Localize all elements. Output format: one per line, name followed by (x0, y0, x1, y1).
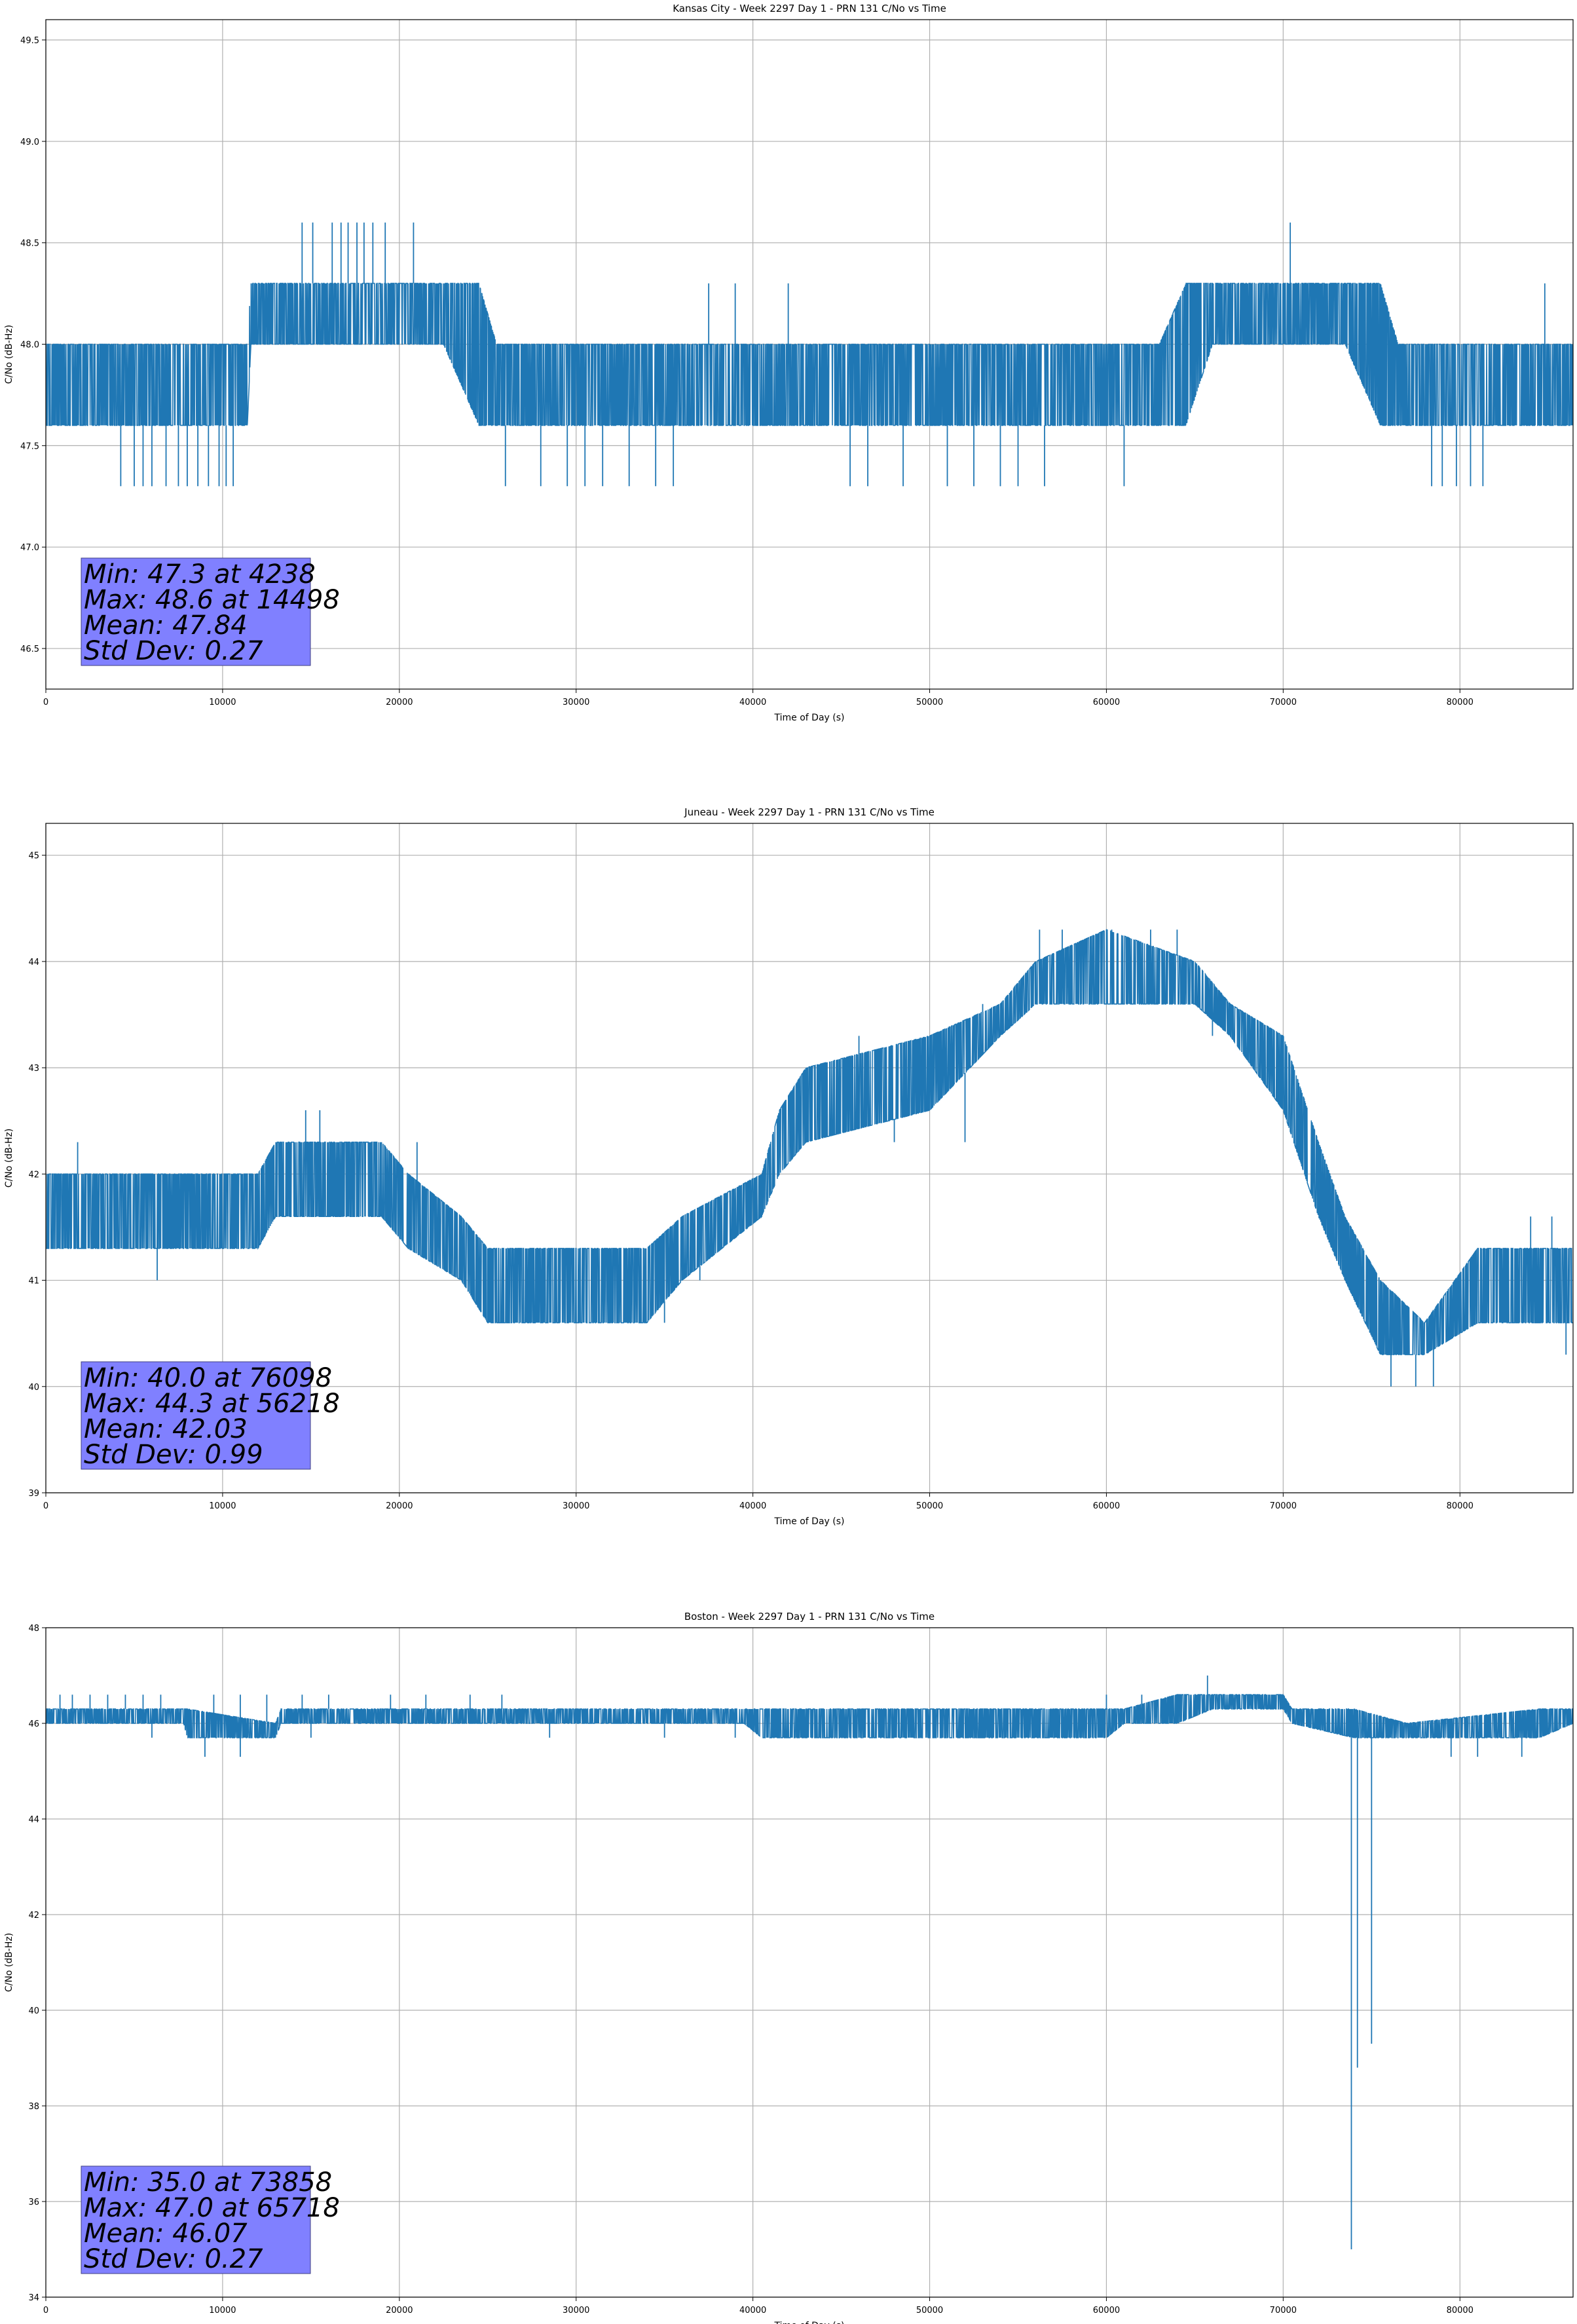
x-tick-label: 30000 (563, 698, 589, 707)
y-axis-label: C/No (dB-Hz) (4, 325, 14, 384)
y-tick-label: 43 (28, 1064, 39, 1074)
y-axis-label: C/No (dB-Hz) (4, 1129, 14, 1188)
y-tick-label: 41 (28, 1277, 39, 1286)
chart-title: Kansas City - Week 2297 Day 1 - PRN 131 … (673, 3, 946, 14)
y-tick-label: 40 (28, 2006, 39, 2016)
stats-line: Mean: 42.03 (84, 1414, 248, 1444)
chart-title: Boston - Week 2297 Day 1 - PRN 131 C/No … (684, 1611, 935, 1622)
x-tick-label: 10000 (209, 698, 236, 707)
x-tick-label: 60000 (1093, 698, 1120, 707)
x-tick-label: 50000 (916, 1501, 943, 1511)
x-tick-label: 70000 (1270, 2306, 1297, 2315)
stats-box (81, 2165, 311, 2274)
x-tick-label: 20000 (386, 2306, 413, 2315)
stats-line: Min: 40.0 at 76098 (84, 1363, 332, 1393)
x-axis-label: Time of Day (s) (774, 713, 845, 723)
stats-line: Std Dev: 0.99 (84, 1440, 263, 1470)
x-tick-label: 40000 (739, 2306, 766, 2315)
x-tick-label: 10000 (209, 2306, 236, 2315)
chart-panel-2: Juneau - Week 2297 Day 1 - PRN 131 C/No … (4, 806, 1574, 1527)
x-tick-label: 0 (43, 698, 48, 707)
x-tick-label: 10000 (209, 1501, 236, 1511)
x-tick-label: 20000 (386, 1501, 413, 1511)
x-tick-label: 70000 (1270, 1501, 1297, 1511)
x-tick-label: 0 (43, 1501, 48, 1511)
data-series-line (46, 1694, 1573, 1738)
y-tick-label: 34 (28, 2293, 39, 2303)
stats-line: Max: 44.3 at 56218 (84, 1389, 340, 1419)
y-tick-label: 45 (28, 852, 39, 861)
axes-frame (45, 1627, 1574, 2298)
y-tick-label: 48 (28, 1624, 39, 1634)
x-tick-label: 30000 (563, 2306, 589, 2315)
y-tick-label: 40 (28, 1383, 39, 1393)
stats-line: Max: 47.0 at 65718 (84, 2193, 340, 2223)
x-tick-label: 40000 (739, 698, 766, 707)
chart-panel-1: Kansas City - Week 2297 Day 1 - PRN 131 … (4, 3, 1574, 723)
x-tick-label: 60000 (1093, 2306, 1120, 2315)
y-tick-label: 42 (28, 1911, 39, 1921)
y-tick-label: 38 (28, 2102, 39, 2112)
stats-box (81, 1361, 311, 1470)
x-tick-label: 80000 (1447, 1501, 1474, 1511)
x-tick-label: 60000 (1093, 1501, 1120, 1511)
y-tick-label: 49.5 (20, 36, 39, 46)
x-tick-label: 70000 (1270, 698, 1297, 707)
x-axis-label: Time of Day (s) (774, 2321, 845, 2324)
stats-line: Min: 47.3 at 4238 (84, 559, 316, 590)
y-tick-label: 36 (28, 2198, 39, 2207)
y-axis-label: C/No (dB-Hz) (4, 1933, 14, 1992)
x-tick-label: 80000 (1447, 698, 1474, 707)
x-tick-label: 20000 (386, 698, 413, 707)
data-series-line (46, 929, 1573, 1355)
y-tick-label: 46 (28, 1719, 39, 1729)
y-tick-label: 47.5 (20, 441, 39, 451)
stats-line: Std Dev: 0.27 (84, 2244, 263, 2274)
axes-frame (45, 823, 1574, 1493)
x-axis-label: Time of Day (s) (774, 1516, 845, 1527)
axes-frame (45, 19, 1574, 690)
chart-panel-3: Boston - Week 2297 Day 1 - PRN 131 C/No … (4, 1611, 1574, 2324)
stats-line: Mean: 47.84 (84, 610, 248, 641)
x-tick-label: 50000 (916, 2306, 943, 2315)
y-tick-label: 44 (28, 1815, 39, 1825)
chart-title: Juneau - Week 2297 Day 1 - PRN 131 C/No … (684, 806, 935, 818)
x-tick-label: 40000 (739, 1501, 766, 1511)
y-tick-label: 44 (28, 958, 39, 967)
y-tick-label: 42 (28, 1170, 39, 1180)
y-tick-label: 46.5 (20, 645, 39, 654)
stats-box (81, 557, 311, 666)
stats-line: Std Dev: 0.27 (84, 636, 263, 666)
y-tick-label: 47.0 (20, 543, 39, 553)
x-tick-label: 50000 (916, 698, 943, 707)
y-tick-label: 49.0 (20, 138, 39, 147)
data-series-line (46, 282, 1573, 426)
x-tick-label: 30000 (563, 1501, 589, 1511)
stats-line: Mean: 46.07 (84, 2219, 248, 2249)
stats-line: Max: 48.6 at 14498 (84, 585, 340, 615)
y-tick-label: 48.5 (20, 239, 39, 249)
x-tick-label: 80000 (1447, 2306, 1474, 2315)
stats-line: Min: 35.0 at 73858 (84, 2167, 332, 2198)
y-tick-label: 39 (28, 1489, 39, 1499)
x-tick-label: 0 (43, 2306, 48, 2315)
y-tick-label: 48.0 (20, 341, 39, 350)
